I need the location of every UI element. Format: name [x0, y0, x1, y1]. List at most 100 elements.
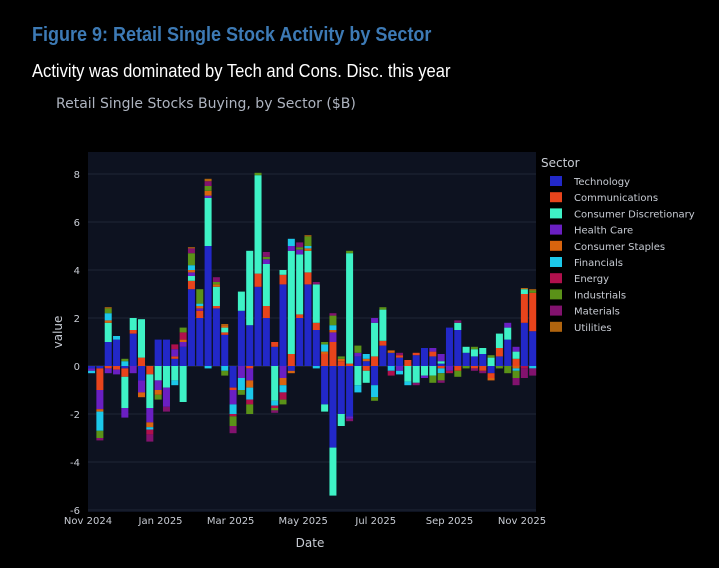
bar-consumer-discretionary: [129, 318, 137, 330]
legend-swatch: [550, 257, 562, 267]
bar-health-care: [237, 366, 245, 378]
bar-technology: [437, 363, 445, 366]
bar-health-care: [429, 348, 437, 352]
bar-industrials: [196, 289, 204, 304]
legend-item[interactable]: Health Care: [574, 226, 633, 237]
bar-consumer-discretionary: [495, 333, 503, 348]
bar-communications: [371, 356, 379, 366]
bar-technology: [162, 339, 170, 366]
plot-area: [88, 152, 536, 512]
bar-materials: [470, 368, 478, 371]
bar-materials: [437, 380, 445, 383]
bar-technology: [429, 356, 437, 366]
bar-financials: [146, 427, 154, 430]
bar-technology: [138, 366, 146, 381]
legend-item[interactable]: Financials: [574, 258, 623, 269]
bar-communications: [495, 348, 503, 357]
bar-materials: [454, 320, 462, 323]
bar-communications: [129, 330, 137, 334]
bar-technology: [204, 246, 212, 366]
legend-item[interactable]: Technology: [573, 177, 630, 188]
bar-financials: [321, 344, 329, 352]
bar-technology: [520, 322, 528, 366]
bar-materials: [212, 277, 220, 282]
bar-consumer-staples: [362, 358, 370, 362]
bar-materials: [162, 406, 170, 412]
bar-consumer-staples: [329, 330, 337, 333]
bar-materials: [229, 426, 237, 434]
legend-item[interactable]: Energy: [574, 274, 609, 285]
bar-industrials: [371, 397, 379, 401]
legend-item[interactable]: Consumer Staples: [574, 242, 665, 253]
bar-financials: [113, 336, 121, 340]
legend-item[interactable]: Industrials: [574, 290, 626, 301]
bar-consumer-discretionary: [212, 286, 220, 306]
legend-item[interactable]: Materials: [574, 307, 620, 318]
bar-financials: [529, 366, 537, 369]
bar-technology: [304, 284, 312, 366]
bar-communications: [196, 310, 204, 318]
bar-communications: [321, 354, 329, 366]
bar-technology: [279, 284, 287, 366]
bar-consumer-discretionary: [146, 374, 154, 408]
bar-communications: [487, 373, 495, 378]
bar-health-care: [129, 366, 137, 374]
bar-technology: [371, 366, 379, 386]
legend-item[interactable]: Communications: [574, 193, 658, 204]
bar-consumer-discretionary: [104, 322, 112, 342]
bar-health-care: [279, 366, 287, 378]
bar-health-care: [354, 352, 362, 357]
bar-health-care: [504, 322, 512, 328]
legend-swatch: [550, 208, 562, 219]
bar-technology: [129, 333, 137, 366]
bar-consumer-discretionary: [437, 361, 445, 364]
bar-technology: [495, 356, 503, 366]
bar-financials: [396, 370, 404, 375]
bar-industrials: [187, 253, 195, 266]
bar-materials: [529, 368, 537, 376]
bar-energy: [146, 429, 154, 435]
bar-energy: [279, 392, 287, 400]
bar-industrials: [487, 355, 495, 358]
bar-industrials: [329, 315, 337, 326]
legend-item[interactable]: Utilities: [574, 323, 612, 334]
bar-consumer-discretionary: [296, 254, 304, 315]
bar-materials: [412, 382, 420, 386]
bar-consumer-discretionary: [154, 366, 162, 381]
y-tick-label: 6: [74, 218, 80, 229]
bar-communications: [304, 272, 312, 285]
y-axis-label: value: [51, 316, 65, 349]
bar-financials: [279, 385, 287, 393]
bar-materials: [146, 434, 154, 442]
bar-utilities: [104, 307, 112, 309]
bar-materials: [96, 438, 104, 441]
bar-financials: [229, 404, 237, 414]
bar-consumer-discretionary: [520, 289, 528, 294]
bar-technology: [529, 331, 537, 366]
bar-materials: [187, 248, 195, 254]
bar-health-care: [346, 416, 354, 419]
legend-item[interactable]: Consumer Discretionary: [574, 209, 695, 220]
bar-technology: [229, 366, 237, 388]
bar-consumer-discretionary: [354, 366, 362, 386]
bar-communications: [529, 292, 537, 332]
bar-consumer-discretionary: [179, 366, 187, 402]
bar-energy: [271, 405, 279, 408]
bar-consumer-discretionary: [204, 198, 212, 246]
bar-communications: [138, 357, 146, 366]
x-tick-label: Jul 2025: [354, 516, 396, 527]
bar-consumer-discretionary: [379, 309, 387, 341]
y-tick-label: 0: [74, 362, 80, 373]
bar-consumer-staples: [221, 325, 229, 328]
bar-financials: [437, 368, 445, 374]
bar-technology: [504, 339, 512, 366]
bar-technology: [420, 348, 428, 366]
bar-industrials: [221, 370, 229, 376]
bar-financials: [171, 380, 179, 386]
bar-health-care: [437, 354, 445, 362]
bar-consumer-discretionary: [412, 366, 420, 383]
bar-financials: [88, 370, 96, 374]
bar-communications: [146, 366, 154, 375]
bar-materials: [520, 368, 528, 378]
bar-technology: [487, 366, 495, 374]
